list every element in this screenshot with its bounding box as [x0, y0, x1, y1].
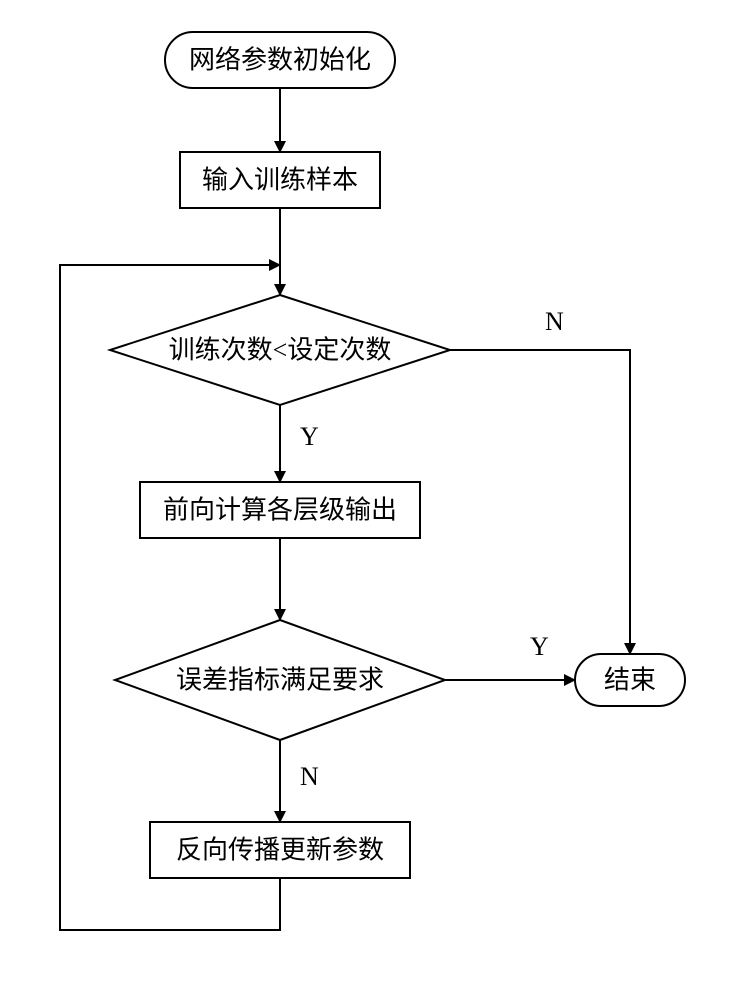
edge-label: Y — [300, 422, 319, 451]
node-label-n5: 误差指标满足要求 — [176, 666, 384, 695]
edge-label: N — [300, 762, 319, 791]
node-label-n1: 网络参数初始化 — [189, 46, 371, 75]
flow-edge — [450, 350, 630, 654]
edge-label: N — [545, 307, 564, 336]
flowchart-svg: Y N Y N 网络参数初始化输入训练样本训练次数<设定次数前向计算各层级输出误差指标满… — [0, 0, 743, 1000]
node-label-n2: 输入训练样本 — [202, 166, 358, 195]
node-label-n3: 训练次数<设定次数 — [169, 336, 392, 365]
node-label-n6: 反向传播更新参数 — [176, 836, 384, 865]
node-label-n4: 前向计算各层级输出 — [163, 496, 397, 525]
edge-label: Y — [530, 632, 549, 661]
node-label-n7: 结束 — [604, 666, 656, 695]
